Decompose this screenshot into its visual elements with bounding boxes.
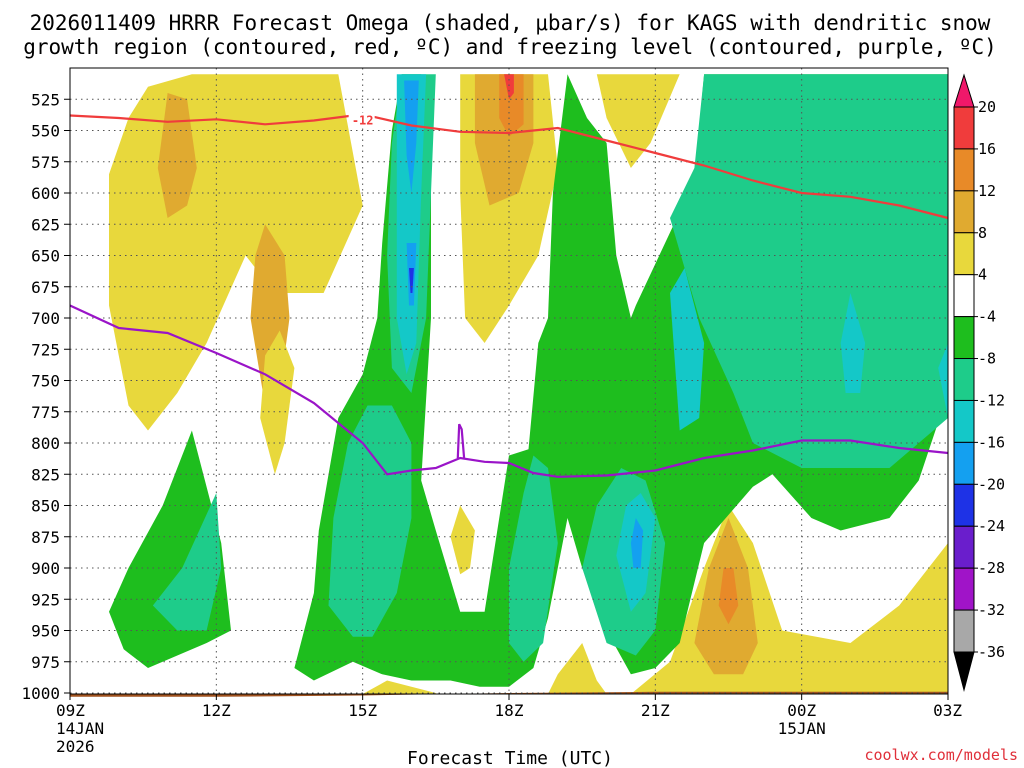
y-tick-label-1000: 1000 — [21, 684, 60, 703]
colorbar-label-3: 8 — [978, 224, 987, 242]
colorbar-label-13: -36 — [978, 643, 1005, 661]
omega-region-negative-16 — [938, 343, 948, 418]
omega-region-negative-3 — [328, 405, 412, 637]
colorbar-swatch-0 — [953, 106, 975, 150]
y-tick-label-675: 675 — [31, 278, 60, 297]
chart-title-line-1: 2026011409 HRRR Forecast Omega (shaded, … — [30, 11, 991, 35]
y-tick-label-925: 925 — [31, 590, 60, 609]
y-tick-label-625: 625 — [31, 215, 60, 234]
colorbar-label-8: -16 — [978, 433, 1005, 451]
gridlines — [70, 68, 948, 694]
colorbar-swatch-6 — [953, 358, 975, 401]
omega-region-positive-1 — [157, 93, 197, 218]
colorbar-swatch-1 — [953, 148, 975, 192]
x-tick-date-09Z: 14JAN — [56, 719, 104, 738]
omega-region-positive-9 — [450, 505, 475, 575]
y-tick-label-900: 900 — [31, 559, 60, 578]
colorbar-swatch-8 — [953, 441, 975, 485]
colorbar: 20 16 12 8 4 -4 -8 -12 -16 -20 -24 -28 -32 -36 — [953, 73, 1005, 692]
x-axis-label: Forecast Time (UTC) — [407, 748, 613, 768]
credit-text: coolwx.com/models — [864, 746, 1018, 764]
omega-region-negative-12 — [630, 518, 644, 568]
x-tick-label-21Z: 21Z — [641, 701, 670, 720]
x-tick-label-03Z: 03Z — [933, 701, 962, 720]
colorbar-label-12: -32 — [978, 601, 1005, 619]
y-tick-label-950: 950 — [31, 622, 60, 641]
colorbar-label-1: 16 — [978, 140, 996, 158]
terrain-fill — [70, 691, 948, 697]
x-tick-label-15Z: 15Z — [348, 701, 377, 720]
colorbar-swatch-12 — [953, 609, 975, 653]
colorbar-label-5: -4 — [978, 308, 996, 326]
colorbar-swatch-5 — [953, 316, 975, 360]
plot-area: -12 — [69, 67, 949, 697]
contour-lines: -12 — [69, 112, 949, 478]
dgz-contour-line — [69, 113, 949, 220]
y-tick-label-825: 825 — [31, 465, 60, 484]
omega-region-positive-14 — [718, 568, 739, 625]
x-tick-label-12Z: 12Z — [202, 701, 231, 720]
colorbar-top-arrow — [953, 73, 975, 108]
omega-region-positive-7 — [504, 74, 514, 100]
colorbar-swatch-10 — [953, 525, 975, 569]
y-tick-label-550: 550 — [31, 122, 60, 141]
y-tick-label-725: 725 — [31, 340, 60, 359]
y-tick-label-875: 875 — [31, 528, 60, 547]
colorbar-label-10: -24 — [978, 517, 1005, 535]
omega-region-negative-13 — [670, 74, 948, 469]
terrain-band — [70, 691, 948, 697]
freezing-level-line — [69, 304, 949, 478]
omega-region-positive-6 — [499, 74, 524, 137]
y-tick-label-650: 650 — [31, 247, 60, 266]
y-tick-label-775: 775 — [31, 403, 60, 422]
omega-region-positive-11 — [548, 643, 607, 694]
x-tick-label-00Z: 00Z — [787, 701, 816, 720]
freezing-level-spike — [456, 423, 466, 459]
x-tick-label-18Z: 18Z — [495, 701, 524, 720]
colorbar-swatch-7 — [953, 399, 975, 443]
colorbar-label-0: 20 — [978, 98, 996, 116]
y-tick-label-750: 750 — [31, 372, 60, 391]
colorbar-label-7: -12 — [978, 391, 1005, 409]
x-tick-date-00Z: 15JAN — [778, 719, 826, 738]
x-tick-year-09Z: 2026 — [56, 737, 95, 756]
dgz-label-bg — [348, 112, 375, 127]
y-tick-label-600: 600 — [31, 184, 60, 203]
omega-region-positive-3 — [260, 330, 295, 475]
y-tick-label-525: 525 — [31, 90, 60, 109]
y-tick-label-800: 800 — [31, 434, 60, 453]
colorbar-swatch-3 — [953, 232, 975, 276]
x-tick-label-09Z: 09Z — [56, 701, 85, 720]
y-tick-label-975: 975 — [31, 653, 60, 672]
omega-region-positive-10 — [362, 680, 436, 694]
colorbar-label-2: 12 — [978, 182, 996, 200]
y-tick-label-850: 850 — [31, 497, 60, 516]
colorbar-swatch-11 — [953, 567, 975, 611]
colorbar-swatch-9 — [953, 483, 975, 527]
colorbar-bottom-arrow — [953, 651, 975, 692]
omega-region-negative-8 — [409, 268, 414, 293]
colorbar-label-11: -28 — [978, 559, 1005, 577]
y-tick-label-575: 575 — [31, 153, 60, 172]
colorbar-label-9: -20 — [978, 475, 1005, 493]
dgz-contour-label: -12 — [352, 114, 374, 128]
omega-region-negative-6 — [404, 80, 419, 193]
colorbar-swatch-2 — [953, 190, 975, 234]
colorbar-label-6: -8 — [978, 350, 996, 368]
omega-region-negative-9 — [509, 455, 558, 662]
omega-region-negative-1 — [152, 493, 222, 631]
chart-title-line-2: growth region (contoured, red, ºC) and f… — [23, 35, 997, 59]
colorbar-label-4: 4 — [978, 266, 987, 284]
y-tick-label-700: 700 — [31, 309, 60, 328]
colorbar-swatch-4 — [953, 274, 975, 318]
y-axis: 525 550 575 600 625 650 675 700 725 750 775 800 825 8… — [21, 90, 70, 703]
omega-region-positive-8 — [596, 74, 680, 168]
